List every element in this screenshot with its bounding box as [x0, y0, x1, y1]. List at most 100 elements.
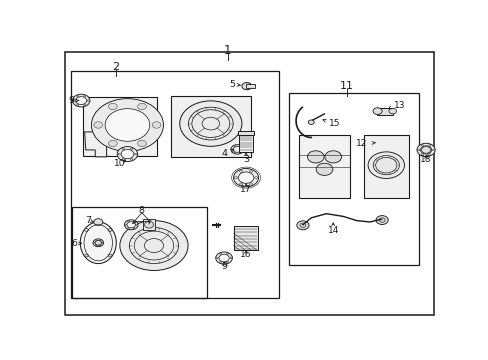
Text: 18: 18	[420, 155, 431, 164]
Circle shape	[381, 161, 390, 169]
Circle shape	[122, 158, 124, 160]
Text: 10: 10	[114, 159, 125, 168]
Circle shape	[375, 216, 387, 225]
Circle shape	[219, 262, 221, 263]
Circle shape	[431, 149, 434, 151]
Bar	[233, 226, 258, 250]
Text: 8: 8	[139, 206, 144, 215]
Circle shape	[93, 239, 103, 247]
Text: 2: 2	[112, 62, 120, 72]
Bar	[288, 93, 418, 265]
Circle shape	[108, 254, 112, 257]
Circle shape	[254, 176, 257, 179]
Circle shape	[226, 253, 228, 255]
Circle shape	[130, 148, 133, 150]
Circle shape	[87, 100, 89, 102]
Circle shape	[421, 154, 423, 156]
Circle shape	[137, 103, 146, 110]
Circle shape	[389, 141, 393, 144]
Circle shape	[84, 254, 88, 257]
Circle shape	[95, 240, 102, 245]
Circle shape	[233, 152, 235, 153]
Circle shape	[226, 262, 228, 263]
Text: 16: 16	[240, 250, 251, 259]
Circle shape	[316, 163, 332, 175]
Circle shape	[428, 154, 430, 156]
Circle shape	[249, 170, 252, 172]
Circle shape	[219, 253, 221, 255]
Circle shape	[386, 139, 396, 146]
Bar	[238, 131, 253, 152]
Circle shape	[421, 147, 430, 153]
Circle shape	[95, 245, 97, 246]
Circle shape	[372, 108, 381, 114]
Circle shape	[91, 99, 163, 151]
Circle shape	[72, 94, 90, 107]
Circle shape	[215, 252, 232, 264]
Circle shape	[202, 117, 219, 130]
Circle shape	[122, 148, 124, 150]
Circle shape	[249, 183, 252, 185]
Circle shape	[136, 224, 137, 225]
Circle shape	[219, 254, 229, 262]
Circle shape	[180, 101, 242, 146]
Circle shape	[94, 219, 102, 225]
Circle shape	[144, 239, 163, 253]
Circle shape	[367, 152, 404, 179]
Circle shape	[83, 104, 85, 106]
Circle shape	[108, 103, 117, 110]
Circle shape	[233, 168, 258, 187]
Circle shape	[229, 257, 231, 259]
Circle shape	[108, 140, 117, 147]
Text: 12: 12	[355, 139, 366, 148]
Circle shape	[134, 153, 137, 155]
Circle shape	[76, 96, 86, 104]
Circle shape	[230, 145, 244, 154]
Circle shape	[152, 122, 161, 128]
Circle shape	[233, 147, 241, 152]
Bar	[83, 96, 157, 156]
Circle shape	[120, 221, 188, 270]
Text: 17: 17	[240, 185, 251, 194]
Circle shape	[239, 152, 240, 153]
Circle shape	[94, 122, 102, 128]
Polygon shape	[84, 132, 106, 157]
Circle shape	[108, 229, 112, 231]
Circle shape	[428, 144, 430, 146]
Bar	[245, 84, 255, 87]
Circle shape	[73, 100, 75, 102]
Circle shape	[118, 118, 137, 132]
Text: 6: 6	[71, 239, 77, 248]
Text: 15: 15	[328, 118, 340, 127]
Circle shape	[307, 120, 314, 125]
Bar	[298, 135, 349, 198]
Circle shape	[100, 245, 101, 246]
Circle shape	[231, 149, 232, 150]
Text: 11: 11	[340, 81, 353, 91]
Bar	[142, 220, 155, 230]
Circle shape	[388, 108, 396, 114]
Circle shape	[216, 257, 218, 259]
Text: 7: 7	[85, 216, 91, 225]
Circle shape	[375, 157, 396, 173]
Circle shape	[416, 143, 434, 157]
Circle shape	[130, 158, 133, 160]
Circle shape	[124, 220, 138, 230]
Circle shape	[77, 104, 79, 106]
Circle shape	[417, 149, 419, 151]
Circle shape	[239, 145, 240, 147]
Bar	[70, 71, 279, 298]
Circle shape	[127, 221, 129, 222]
Circle shape	[83, 95, 85, 97]
Text: 14: 14	[327, 226, 338, 235]
Circle shape	[94, 100, 161, 149]
Text: 9: 9	[221, 262, 226, 271]
Bar	[378, 140, 388, 145]
Circle shape	[296, 221, 308, 230]
Circle shape	[84, 229, 88, 231]
Circle shape	[117, 147, 138, 162]
Circle shape	[420, 146, 431, 154]
Circle shape	[127, 222, 135, 228]
Circle shape	[242, 82, 251, 90]
Circle shape	[299, 223, 305, 228]
